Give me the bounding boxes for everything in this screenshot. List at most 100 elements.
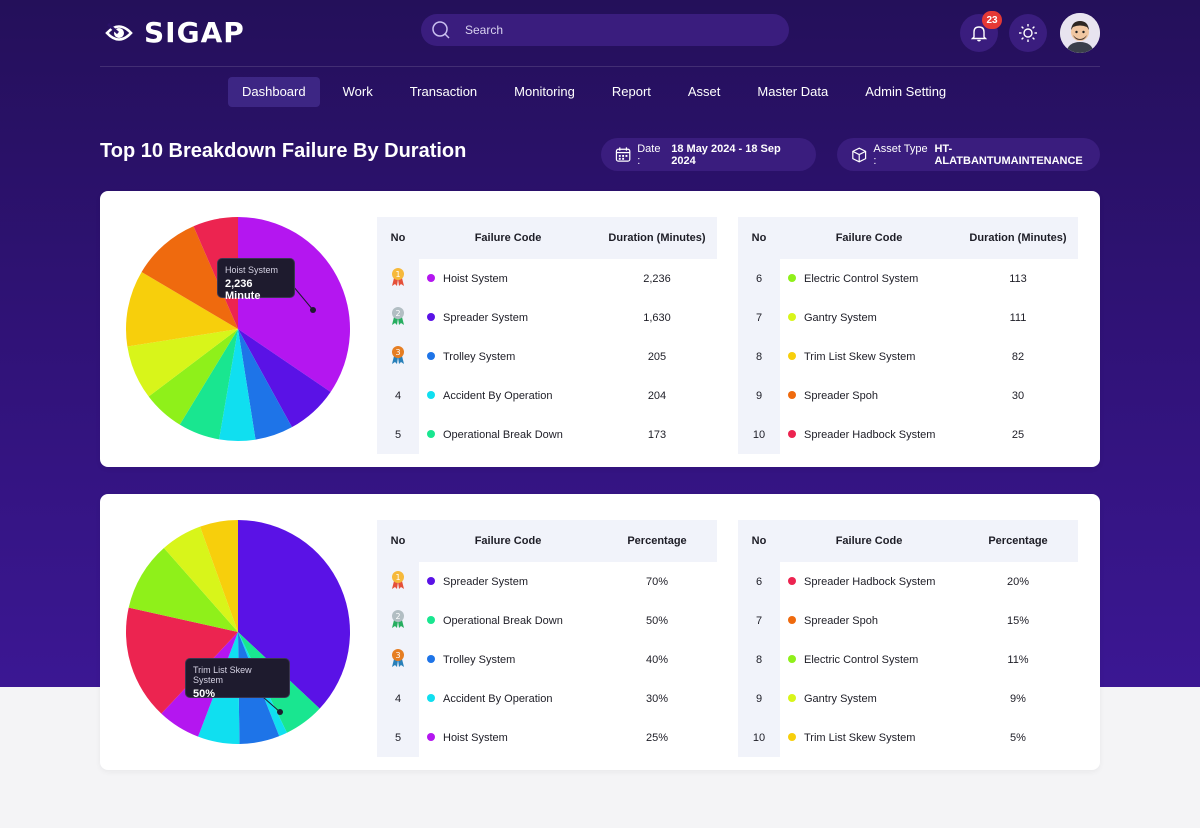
table-row[interactable]: 10 Trim List Skew System 5% — [738, 718, 1078, 757]
search-input[interactable] — [463, 22, 767, 38]
nav-transaction[interactable]: Transaction — [409, 84, 478, 99]
failure-code-text: Hoist System — [443, 272, 508, 285]
notification-button[interactable]: 23 — [960, 11, 1002, 52]
color-dot — [788, 429, 796, 438]
table-header: No Failure Code Duration (Minutes) — [738, 217, 1078, 259]
value-cell: 111 — [1009, 311, 1027, 324]
asset-type-chip[interactable]: Asset Type : HT-ALATBANTUMAINTENANCE — [837, 138, 1100, 171]
table-row[interactable]: 7 Gantry System 111 — [738, 298, 1078, 337]
table-row[interactable]: 3 Trolley System 205 — [377, 337, 717, 376]
pie-slice[interactable] — [141, 226, 238, 329]
color-dot — [427, 273, 435, 282]
value-cell: 205 — [647, 350, 667, 363]
color-dot — [427, 654, 435, 663]
table-row[interactable]: 10 Spreader Hadbock System 25 — [738, 415, 1078, 454]
svg-text:1: 1 — [395, 270, 400, 279]
table-row[interactable]: 8 Electric Control System 11% — [738, 640, 1078, 679]
duration-pie-chart — [126, 217, 350, 441]
value-cell: 15% — [1006, 614, 1030, 627]
user-avatar[interactable] — [1060, 13, 1100, 53]
rank-medal: 1 — [377, 562, 419, 601]
table-row[interactable]: 3 Trolley System 40% — [377, 640, 717, 679]
table-row[interactable]: 5 Hoist System 25% — [377, 718, 717, 757]
failure-code-text: Accident By Operation — [443, 692, 553, 705]
percentage-chart-tooltip: Trim List Skew System 50% — [185, 658, 290, 700]
nav-admin-setting[interactable]: Admin Setting — [865, 84, 947, 99]
pie-slice[interactable] — [128, 547, 238, 632]
value-cell: 173 — [647, 428, 667, 441]
pie-slice[interactable] — [238, 329, 292, 440]
value-cell: 50% — [645, 614, 669, 627]
value-cell: 1,630 — [643, 311, 671, 324]
table-row[interactable]: 2 Spreader System 1,630 — [377, 298, 717, 337]
table-row[interactable]: 6 Electric Control System 113 — [738, 259, 1078, 298]
failure-code-cell: Trolley System — [419, 337, 597, 376]
table-row[interactable]: 9 Spreader Spoh 30 — [738, 376, 1078, 415]
rank-medal: 2 — [377, 298, 419, 337]
pie-slice[interactable] — [126, 271, 238, 347]
calendar-icon — [615, 147, 631, 162]
table-row[interactable]: 9 Gantry System 9% — [738, 679, 1078, 718]
percentage-card: Trim List Skew System 50% No Failure Code… — [100, 494, 1100, 770]
row-number: 10 — [738, 415, 780, 454]
table-row[interactable]: 1 Spreader System 70% — [377, 562, 717, 601]
header-no: No — [377, 217, 419, 259]
page-title: Top 10 Breakdown Failure By Duration — [100, 140, 467, 162]
svg-text:3: 3 — [395, 651, 400, 660]
table-row[interactable]: 2 Operational Break Down 50% — [377, 601, 717, 640]
color-dot — [788, 732, 796, 741]
table-row[interactable]: 8 Trim List Skew System 82 — [738, 337, 1078, 376]
nav-work[interactable]: Work — [342, 84, 373, 99]
header-failure-code: Failure Code — [780, 217, 958, 259]
eye-logo-icon — [105, 22, 133, 41]
color-dot — [427, 615, 435, 624]
pie-slice[interactable] — [127, 329, 238, 397]
pie-slice[interactable] — [126, 607, 238, 714]
color-dot — [788, 615, 796, 624]
row-number: 4 — [377, 679, 419, 718]
nav-asset[interactable]: Asset — [687, 84, 721, 99]
table-row[interactable]: 4 Accident By Operation 204 — [377, 376, 717, 415]
color-dot — [427, 576, 435, 585]
color-dot — [788, 693, 796, 702]
table-row[interactable]: 7 Spreader Spoh 15% — [738, 601, 1078, 640]
failure-code-cell: Spreader Spoh — [780, 601, 958, 640]
search-bar[interactable] — [421, 14, 789, 46]
table-row[interactable]: 4 Accident By Operation 30% — [377, 679, 717, 718]
value-cell: 5% — [1010, 731, 1026, 744]
header-value: Percentage — [597, 520, 717, 562]
failure-code-text: Trolley System — [443, 653, 516, 666]
medal-icon: 1 — [392, 571, 404, 589]
nav-report[interactable]: Report — [611, 84, 651, 99]
pie-slice[interactable] — [148, 329, 238, 425]
nav-monitoring[interactable]: Monitoring — [514, 84, 575, 99]
pie-slice[interactable] — [238, 520, 350, 709]
failure-code-text: Spreader Spoh — [804, 614, 878, 627]
theme-toggle-button[interactable] — [1009, 14, 1047, 52]
failure-code-cell: Spreader Hadbock System — [780, 562, 958, 601]
duration-card: Hoist System 2,236 Minute No Failure Code… — [100, 191, 1100, 467]
failure-code-text: Trim List Skew System — [804, 350, 916, 363]
table-row[interactable]: 5 Operational Break Down 173 — [377, 415, 717, 454]
pie-slice[interactable] — [193, 217, 238, 329]
table-row[interactable]: 6 Spreader Hadbock System 20% — [738, 562, 1078, 601]
table-row[interactable]: 1 Hoist System 2,236 — [377, 259, 717, 298]
date-filter-chip[interactable]: Date : 18 May 2024 - 18 Sep 2024 — [601, 138, 816, 171]
duration-table-right: No Failure Code Duration (Minutes) 6 Electri… — [738, 217, 1078, 454]
date-range-value: 18 May 2024 - 18 Sep 2024 — [671, 142, 781, 167]
pie-slice[interactable] — [163, 526, 238, 632]
pie-slice[interactable] — [200, 520, 238, 632]
value-cell: 113 — [1009, 272, 1027, 285]
top-bar: SIGAP 23 — [100, 0, 1100, 67]
nav-master-data[interactable]: Master Data — [757, 84, 829, 99]
header-no: No — [738, 217, 780, 259]
nav-dashboard[interactable]: Dashboard — [228, 77, 320, 107]
failure-code-cell: Spreader System — [419, 562, 597, 601]
duration-table-left: No Failure Code Duration (Minutes) 1 Hoist S… — [377, 217, 717, 454]
pie-slice[interactable] — [179, 329, 238, 440]
color-dot — [427, 693, 435, 702]
header-failure-code: Failure Code — [419, 520, 597, 562]
app-logo[interactable]: SIGAP — [104, 16, 245, 49]
pie-slice[interactable] — [238, 329, 331, 428]
pie-slice[interactable] — [219, 329, 256, 441]
